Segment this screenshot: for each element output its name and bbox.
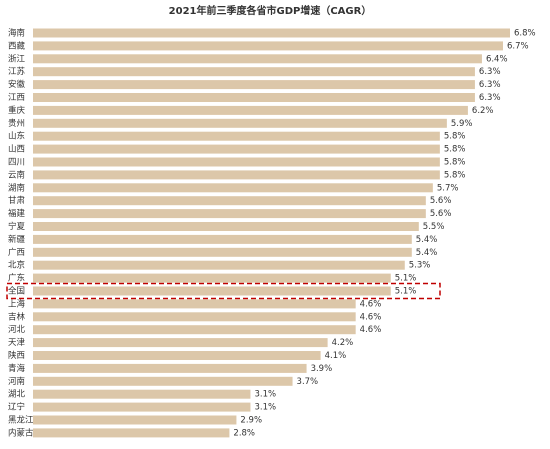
category-label: 江西: [8, 93, 25, 103]
bar: [33, 247, 412, 257]
bar: [33, 234, 412, 244]
bar: [33, 183, 433, 193]
category-label: 宁夏: [8, 221, 26, 232]
category-label: 广东: [8, 273, 25, 284]
value-label: 3.1%: [254, 390, 276, 400]
category-label: 上海: [8, 298, 26, 309]
value-label: 5.6%: [430, 196, 452, 206]
value-label: 5.3%: [409, 261, 431, 271]
bar: [33, 260, 405, 270]
bar: [33, 428, 230, 438]
bar: [33, 196, 426, 206]
category-label: 四川: [8, 158, 25, 168]
value-label: 4.6%: [360, 299, 382, 309]
bar: [33, 157, 440, 167]
category-label: 陕西: [8, 350, 25, 361]
category-label: 福建: [8, 208, 26, 219]
bar: [33, 67, 475, 77]
value-label: 6.3%: [479, 80, 501, 90]
value-label: 5.1%: [395, 274, 417, 284]
category-label: 湖南: [8, 182, 25, 193]
value-label: 6.3%: [479, 67, 501, 77]
value-label: 5.8%: [444, 132, 466, 142]
bar: [33, 41, 503, 51]
value-label: 5.4%: [416, 248, 438, 258]
value-label: 5.4%: [416, 235, 438, 245]
value-label: 3.9%: [311, 364, 333, 374]
value-label: 4.6%: [360, 325, 382, 335]
category-label: 青海: [8, 363, 26, 374]
value-label: 5.8%: [444, 170, 466, 180]
bar: [33, 338, 328, 348]
bar: [33, 286, 391, 296]
value-label: 6.8%: [514, 29, 536, 39]
value-label: 5.6%: [430, 209, 452, 219]
value-label: 2.8%: [233, 428, 255, 438]
category-label: 海南: [8, 28, 25, 39]
category-label: 河南: [8, 376, 25, 387]
bar: [33, 93, 475, 102]
bar: [33, 402, 251, 412]
category-label: 山西: [8, 144, 25, 155]
value-label: 6.4%: [486, 54, 508, 64]
category-label: 浙江: [8, 53, 26, 64]
category-label: 贵州: [8, 118, 25, 129]
value-label: 2.9%: [240, 416, 262, 426]
category-label: 云南: [8, 169, 25, 180]
bar: [33, 351, 321, 360]
category-label: 新疆: [8, 234, 26, 245]
bar: [33, 312, 356, 322]
category-label: 黑龙江: [8, 415, 34, 426]
category-label: 河北: [8, 324, 26, 335]
bar: [33, 325, 356, 335]
bar: [33, 170, 440, 180]
bar: [33, 80, 475, 90]
bar: [33, 131, 440, 141]
category-label: 天津: [8, 337, 26, 348]
category-label: 北京: [8, 260, 25, 271]
bar: [33, 363, 307, 373]
category-label: 广西: [8, 247, 25, 258]
chart-title: 2021年前三季度各省市GDP增速（CAGR）: [169, 4, 372, 17]
value-label: 4.2%: [332, 338, 354, 348]
category-label: 重庆: [8, 105, 26, 116]
bar: [33, 273, 391, 283]
bar: [33, 415, 237, 425]
bar: [33, 299, 356, 309]
category-label: 内蒙古: [8, 427, 34, 438]
category-label: 山东: [8, 131, 25, 142]
category-label: 湖北: [8, 390, 26, 400]
value-label: 3.7%: [297, 377, 319, 387]
category-label: 江苏: [8, 66, 26, 77]
bar: [33, 28, 510, 38]
bar: [33, 389, 251, 399]
value-label: 5.7%: [437, 183, 459, 193]
category-label: 甘肃: [8, 195, 26, 206]
value-label: 5.8%: [444, 145, 466, 155]
bar: [33, 222, 419, 231]
highlight-box: [6, 282, 441, 300]
bar: [33, 105, 468, 115]
category-label: 辽宁: [8, 402, 25, 413]
bar: [33, 54, 482, 64]
value-label: 3.1%: [254, 403, 276, 413]
value-label: 6.2%: [472, 106, 494, 116]
category-label: 全国: [8, 286, 25, 297]
value-label: 5.5%: [423, 222, 445, 232]
category-label: 安徽: [8, 79, 26, 90]
value-label: 6.7%: [507, 41, 529, 51]
value-label: 6.3%: [479, 93, 501, 103]
value-label: 5.9%: [451, 119, 473, 129]
category-label: 吉林: [8, 311, 26, 322]
bar: [33, 376, 293, 386]
bar: [33, 144, 440, 154]
value-label: 5.8%: [444, 158, 466, 168]
bar: [33, 118, 447, 128]
value-label: 4.1%: [325, 351, 347, 361]
bar: [33, 209, 426, 219]
value-label: 5.1%: [395, 287, 417, 297]
value-label: 4.6%: [360, 312, 382, 322]
category-label: 西藏: [8, 40, 26, 51]
